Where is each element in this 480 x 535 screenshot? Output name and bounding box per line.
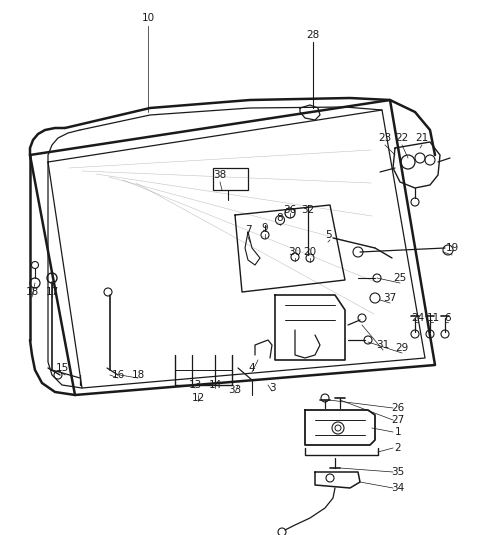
- Text: 19: 19: [445, 243, 458, 253]
- Text: 15: 15: [55, 363, 69, 373]
- Text: 36: 36: [283, 205, 297, 215]
- Text: 26: 26: [391, 403, 405, 413]
- Text: 34: 34: [391, 483, 405, 493]
- Text: 3: 3: [269, 383, 276, 393]
- Text: 17: 17: [46, 287, 59, 297]
- Text: 20: 20: [303, 247, 317, 257]
- Text: 27: 27: [391, 415, 405, 425]
- Text: 21: 21: [415, 133, 429, 143]
- Text: 22: 22: [396, 133, 408, 143]
- Text: 29: 29: [396, 343, 408, 353]
- Text: 13: 13: [188, 380, 202, 390]
- Text: 16: 16: [111, 370, 125, 380]
- Text: 30: 30: [288, 247, 301, 257]
- Text: 28: 28: [306, 30, 320, 40]
- Text: 23: 23: [378, 133, 392, 143]
- Text: 38: 38: [214, 170, 227, 180]
- Text: 9: 9: [262, 223, 268, 233]
- Text: 33: 33: [228, 385, 241, 395]
- Text: 8: 8: [276, 213, 283, 223]
- Text: 7: 7: [245, 225, 252, 235]
- Text: 6: 6: [444, 313, 451, 323]
- Text: 2: 2: [395, 443, 401, 453]
- Bar: [213, 168, 248, 190]
- Text: 4: 4: [249, 363, 255, 373]
- Text: 31: 31: [376, 340, 390, 350]
- Text: 12: 12: [192, 393, 204, 403]
- Text: 24: 24: [411, 313, 425, 323]
- Text: 5: 5: [324, 230, 331, 240]
- Text: 1: 1: [395, 427, 401, 437]
- Text: 14: 14: [208, 380, 222, 390]
- Text: 35: 35: [391, 467, 405, 477]
- Text: 18: 18: [132, 370, 144, 380]
- Text: 25: 25: [394, 273, 407, 283]
- Text: 18: 18: [25, 287, 38, 297]
- Text: 32: 32: [301, 205, 314, 215]
- Text: 11: 11: [426, 313, 440, 323]
- Text: 10: 10: [142, 13, 155, 23]
- Text: 37: 37: [384, 293, 396, 303]
